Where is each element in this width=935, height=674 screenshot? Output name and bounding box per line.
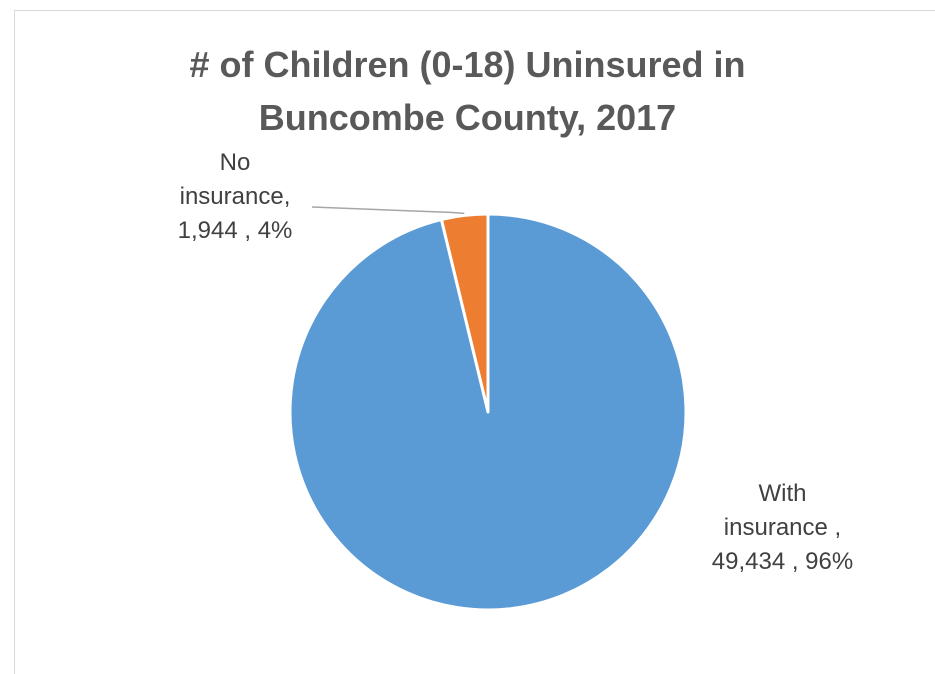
data-label-with-insurance-line1: With — [758, 480, 807, 507]
data-label-no-insurance-line1: No — [219, 149, 251, 176]
leader-line-no-insurance — [311, 206, 465, 215]
data-label-with-insurance-line2: insurance , — [723, 514, 842, 541]
chart-title-line2: Buncombe County, 2017 — [258, 97, 677, 138]
pie-slice-with-insurance — [288, 212, 688, 612]
data-label-no-insurance-line2: insurance, — [179, 183, 291, 210]
chart-title-line1: # of Children (0-18) Uninsured in — [189, 44, 746, 85]
data-label-with-insurance: With insurance , 49,434 , 96% — [690, 477, 875, 579]
data-label-no-insurance: No insurance, 1,944 , 4% — [155, 146, 315, 248]
data-label-with-insurance-line3: 49,434 , 96% — [711, 548, 854, 575]
data-label-no-insurance-line3: 1,944 , 4% — [177, 217, 293, 244]
